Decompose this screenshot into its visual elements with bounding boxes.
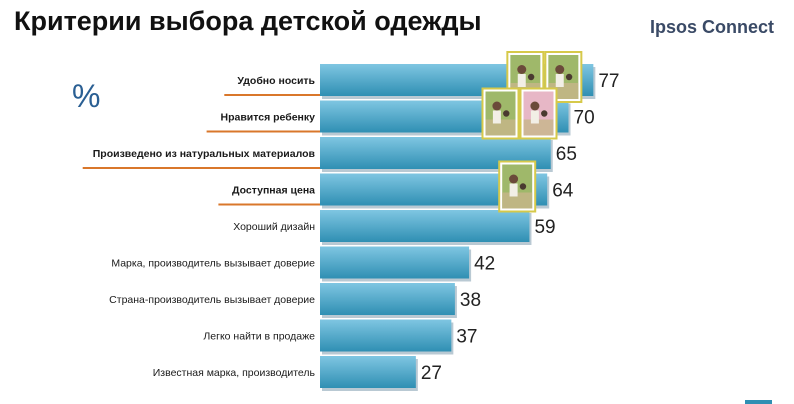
brand-logo-text: Ipsos Connect xyxy=(650,17,775,37)
value-label: 27 xyxy=(421,363,442,384)
value-label: 38 xyxy=(460,290,481,311)
category-label: Хороший дизайн xyxy=(233,221,315,233)
category-label: Легко найти в продаже xyxy=(203,331,315,343)
category-label: Удобно носить xyxy=(237,75,315,87)
photo-thumbnail xyxy=(498,160,537,213)
category-label: Произведено из натуральных материалов xyxy=(93,148,316,160)
category-label: Доступная цена xyxy=(232,185,315,197)
category-label: Страна-производитель вызывает доверие xyxy=(109,294,315,306)
page-title: Критерии выбора детской одежды xyxy=(14,6,482,36)
photos-layer xyxy=(481,51,583,213)
category-label: Нравится ребенку xyxy=(220,112,315,124)
photo-thumbnail xyxy=(519,87,558,140)
category-label: Марка, производитель вызывает доверие xyxy=(111,258,315,270)
value-label: 59 xyxy=(534,217,555,238)
corner-accent xyxy=(745,400,772,404)
value-label: 37 xyxy=(456,327,477,348)
bar xyxy=(320,246,470,279)
value-label: 42 xyxy=(474,254,495,275)
value-label: 64 xyxy=(552,181,574,202)
photo-thumbnail xyxy=(481,87,520,140)
bar xyxy=(320,210,530,242)
value-label: 70 xyxy=(574,108,595,129)
bar xyxy=(320,319,452,352)
unit-label: % xyxy=(72,78,101,114)
bar xyxy=(320,283,455,315)
value-label: 77 xyxy=(598,71,619,92)
category-label: Известная марка, производитель xyxy=(153,367,316,379)
bar xyxy=(320,356,416,388)
value-label: 65 xyxy=(556,144,577,165)
